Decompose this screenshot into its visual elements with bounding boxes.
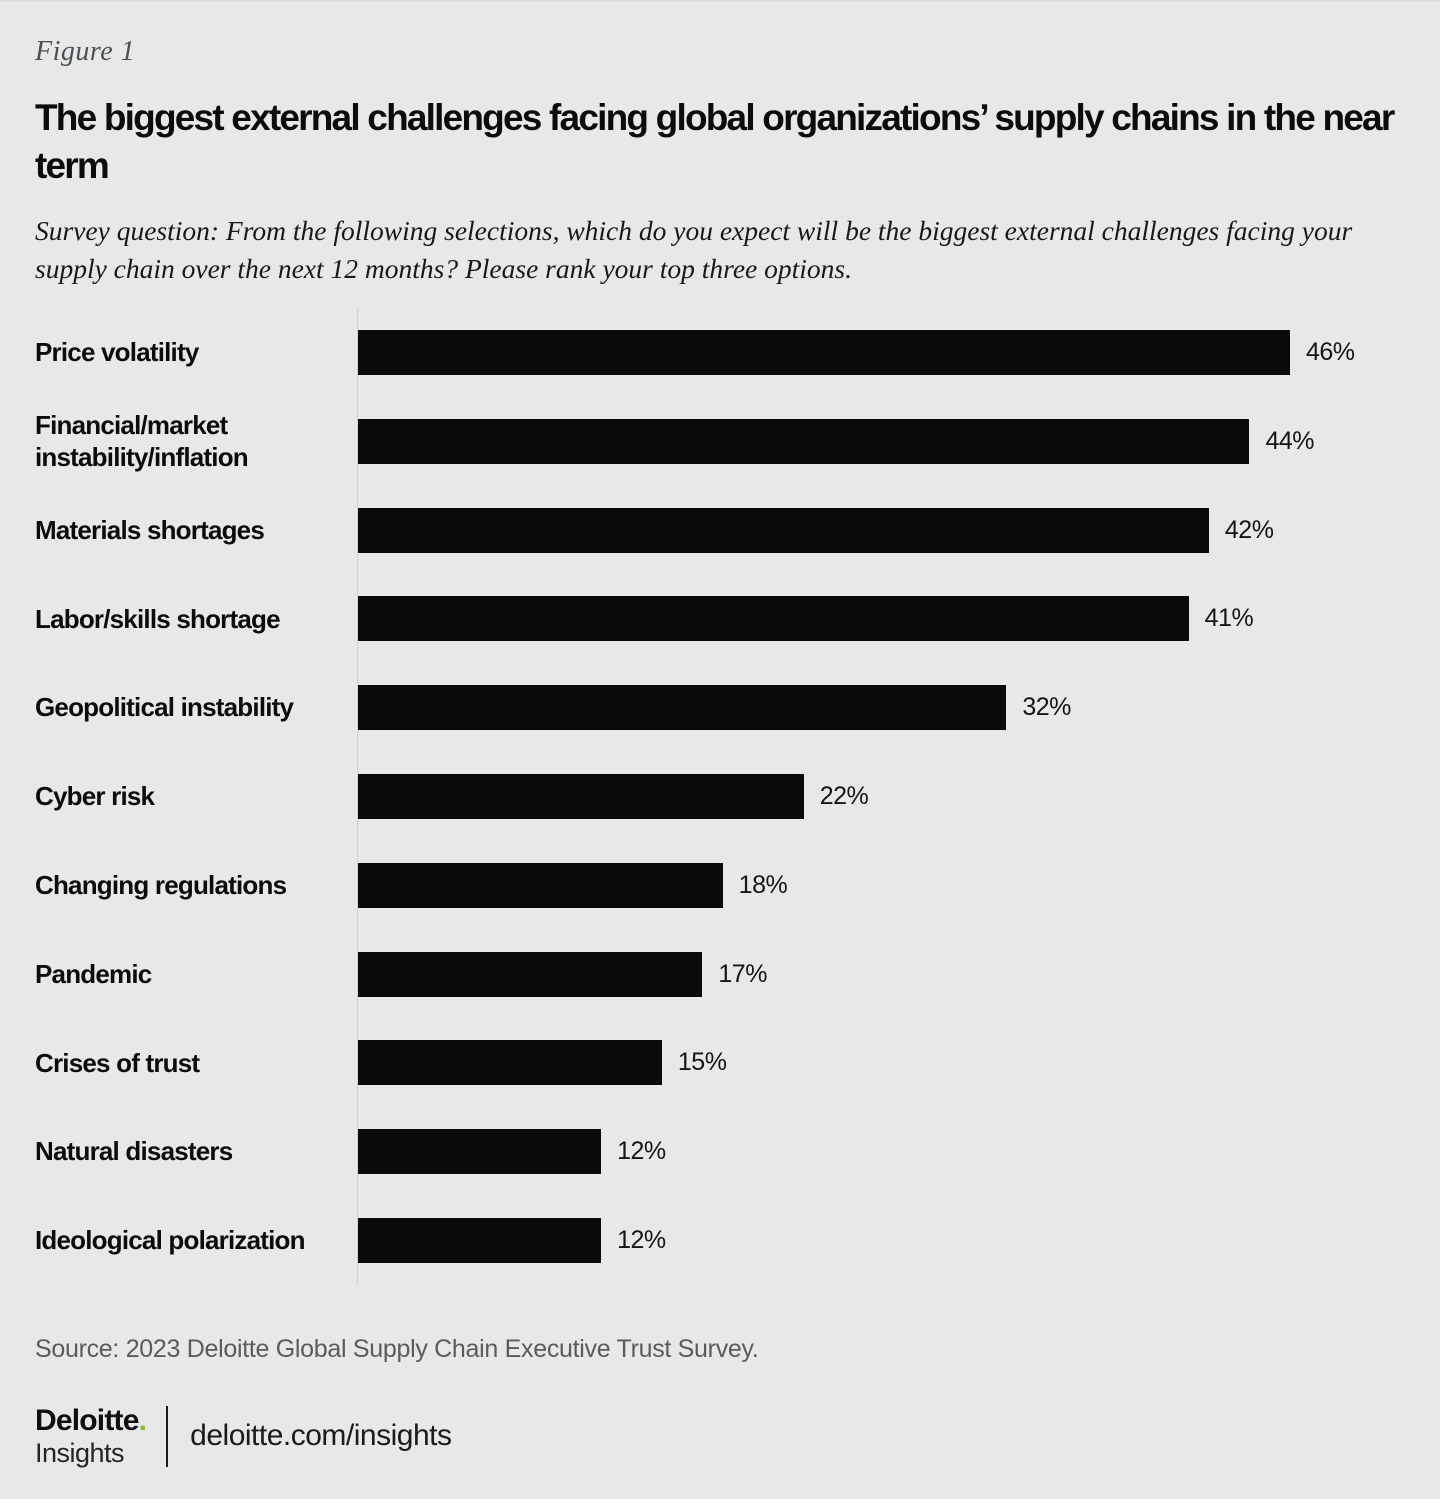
brand-green-dot: . [138,1403,147,1437]
category-label: Labor/skills shortage [35,603,281,634]
survey-question: Survey question: From the following sele… [35,215,1353,285]
bar [358,596,1189,642]
value-label: 12% [617,1225,666,1254]
bar-area: 41% [357,574,1405,664]
bar-rows: Price volatility 46% Financial/market inst… [35,308,1405,1285]
bar-area: 15% [357,1018,1405,1108]
bar-row: Crises of trust 15% [35,1018,1405,1108]
bar-area: 44% [357,396,1405,486]
value-label: 41% [1204,604,1254,633]
bar-row: Changing regulations 18% [35,840,1405,930]
category-label: Pandemic [35,958,152,989]
value-label: 32% [1022,693,1071,722]
bar-row: Price volatility 46% [35,308,1405,397]
bar [358,951,703,997]
bar-row: Geopolitical instability 32% [35,663,1405,753]
bar [358,1217,602,1263]
bar [358,862,723,908]
value-label: 15% [677,1048,727,1077]
bar-row: Natural disasters 12% [35,1107,1405,1197]
bar-area: 12% [357,1107,1405,1197]
bar-row: Cyber risk 22% [35,752,1405,841]
value-label: 12% [617,1137,666,1166]
category-label: Crises of trust [35,1047,200,1078]
bar-area: 12% [357,1196,1405,1285]
bar [358,418,1250,464]
bar [358,1040,662,1086]
bar-row: Labor/skills shortage 41% [35,574,1405,664]
source-note: Source: 2023 Deloitte Global Supply Chai… [35,1334,759,1363]
figure-title: The biggest external challenges facing g… [35,97,1395,187]
category-label: Cyber risk [35,781,155,812]
deloitte-insights-logo: Deloitte. Insights [35,1403,147,1468]
value-label: 22% [819,781,869,810]
footer-divider [166,1405,169,1467]
figure-page: Figure 1 The biggest external challenges… [0,2,1440,1467]
category-label: Materials shortages [35,514,265,545]
bar-area: 46% [357,308,1405,397]
bar [358,507,1209,553]
bar-chart: Price volatility 46% Financial/market inst… [35,308,1405,1285]
category-label: Changing regulations [35,869,287,900]
insights-url-link[interactable]: deloitte.com/insights [190,1419,452,1453]
value-label: 42% [1224,515,1274,544]
bar-area: 22% [357,752,1405,841]
bar-area: 42% [357,485,1405,575]
bar-row: Materials shortages 42% [35,485,1405,575]
bar [358,329,1290,375]
figure-label: Figure 1 [35,36,136,67]
brand-wordmark: Deloitte. [35,1403,147,1437]
value-label: 17% [718,959,767,988]
value-label: 46% [1305,337,1355,366]
bar-row: Pandemic 17% [35,929,1405,1019]
category-label: Ideological polarization [35,1225,306,1256]
brand-text: Deloitte [35,1403,139,1437]
bar-area: 32% [357,663,1405,753]
bar-area: 17% [357,929,1405,1019]
value-label: 18% [738,870,788,899]
bar-row: Financial/market instability/inflation 44… [35,396,1405,486]
bar [358,685,1007,731]
category-label: Financial/market instability/inflation [35,409,249,473]
category-label: Price volatility [35,337,199,368]
value-label: 44% [1265,426,1314,455]
bar [358,773,804,819]
category-label: Geopolitical instability [35,692,294,723]
footer-branding: Deloitte. Insights deloitte.com/insights [35,1403,1405,1468]
bar-area: 18% [357,840,1405,930]
bar-row: Ideological polarization 12% [35,1196,1405,1285]
bar [358,1129,602,1175]
category-label: Natural disasters [35,1136,233,1167]
brand-subtitle: Insights [35,1437,125,1468]
